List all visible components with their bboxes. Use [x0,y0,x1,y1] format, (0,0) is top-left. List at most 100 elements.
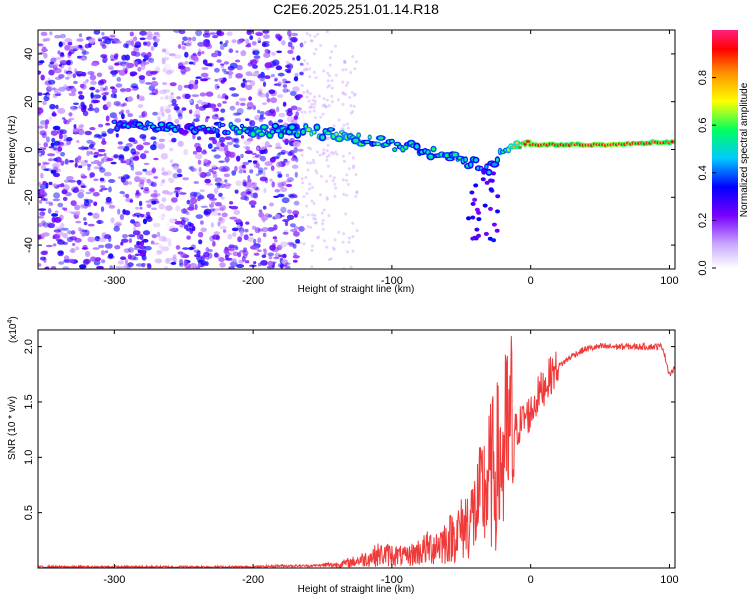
noise-blob [283,122,288,127]
noise-blob [334,150,337,154]
noise-blob [321,227,325,231]
noise-blob [327,136,331,140]
noise-blob [305,95,309,99]
noise-blob [313,214,317,217]
noise-blob [161,246,170,252]
noise-blob [212,35,219,39]
noise-blob [321,222,325,226]
noise-blob [277,72,285,77]
noise-blob [334,186,338,190]
noise-blob [109,265,114,269]
noise-blob [226,71,234,75]
noise-blob [292,255,300,259]
noise-blob [144,263,148,266]
noise-blob [40,31,48,36]
noise-blob [129,31,134,37]
noise-blob [351,110,355,113]
noise-blob [177,112,183,117]
noise-blob [168,147,174,152]
noise-blob [181,40,185,46]
noise-blob [328,74,331,78]
noise-blob [40,74,45,81]
noise-blob [257,249,262,252]
ridge-core [273,124,278,128]
ridge-core [431,147,436,151]
noise-blob [262,81,267,87]
noise-blob [328,56,332,60]
noise-blob [218,160,225,163]
noise-blob [345,193,349,197]
noise-blob [63,207,68,211]
noise-blob [276,171,282,175]
noise-blob [303,110,307,114]
noise-blob [94,257,102,262]
noise-blob [153,157,159,161]
noise-blob [79,264,87,269]
noise-blob [161,58,166,65]
noise-blob [132,230,141,236]
noise-blob [81,229,88,233]
noise-blob [182,177,190,181]
noise-blob [100,54,108,59]
noise-blob [137,104,144,109]
noise-blob [94,237,98,242]
noise-blob [169,82,177,87]
noise-blob [212,139,218,145]
noise-blob [285,60,290,66]
noise-blob [228,248,235,252]
noise-blob [314,76,318,80]
noise-blob [142,230,151,236]
noise-blob [151,168,156,173]
noise-blob [161,179,166,184]
noise-blob [310,199,314,203]
noise-blob [78,189,85,194]
noise-blob [39,189,46,196]
noise-blob [276,50,282,54]
spectrogram-plot-area [38,30,675,269]
noise-blob [45,37,51,42]
noise-blob [189,54,197,61]
noise-blob [68,92,77,97]
noise-blob [104,234,112,240]
noise-blob [72,73,77,79]
noise-blob [302,68,306,72]
noise-blob [224,146,229,152]
noise-blob [245,146,251,151]
noise-blob [214,252,219,258]
noise-blob [97,219,102,225]
y-tick-label: 2.0 [23,339,35,354]
noise-blob [117,208,121,215]
noise-blob [100,259,106,264]
noise-blob [194,79,199,85]
noise-blob [89,172,93,179]
noise-blob [235,73,244,79]
noise-blob [111,40,115,44]
spectrogram-y-axis: -40 -20 0 20 40 [23,48,675,253]
noise-blob [209,197,217,201]
noise-blob [292,57,296,61]
y-tick-label: 1.5 [23,394,35,409]
noise-blob [229,105,236,111]
noise-blob [77,192,84,199]
noise-blob [204,178,211,184]
ridge-core [220,123,225,127]
noise-blob [44,123,48,130]
noise-blob [310,39,314,43]
noise-blob [328,84,331,88]
noise-blob [136,94,140,100]
noise-blob [232,232,237,237]
noise-blob [214,208,221,212]
noise-blob [180,219,186,226]
noise-blob [96,72,103,78]
noise-blob [113,101,121,106]
noise-blob [205,91,214,97]
noise-blob [282,253,287,259]
noise-blob [216,30,222,36]
noise-blob [328,63,332,67]
ridge-core [259,132,264,136]
noise-blob [58,74,65,79]
noise-blob [236,155,241,162]
noise-blob [214,202,222,207]
noise-blob [217,221,221,227]
